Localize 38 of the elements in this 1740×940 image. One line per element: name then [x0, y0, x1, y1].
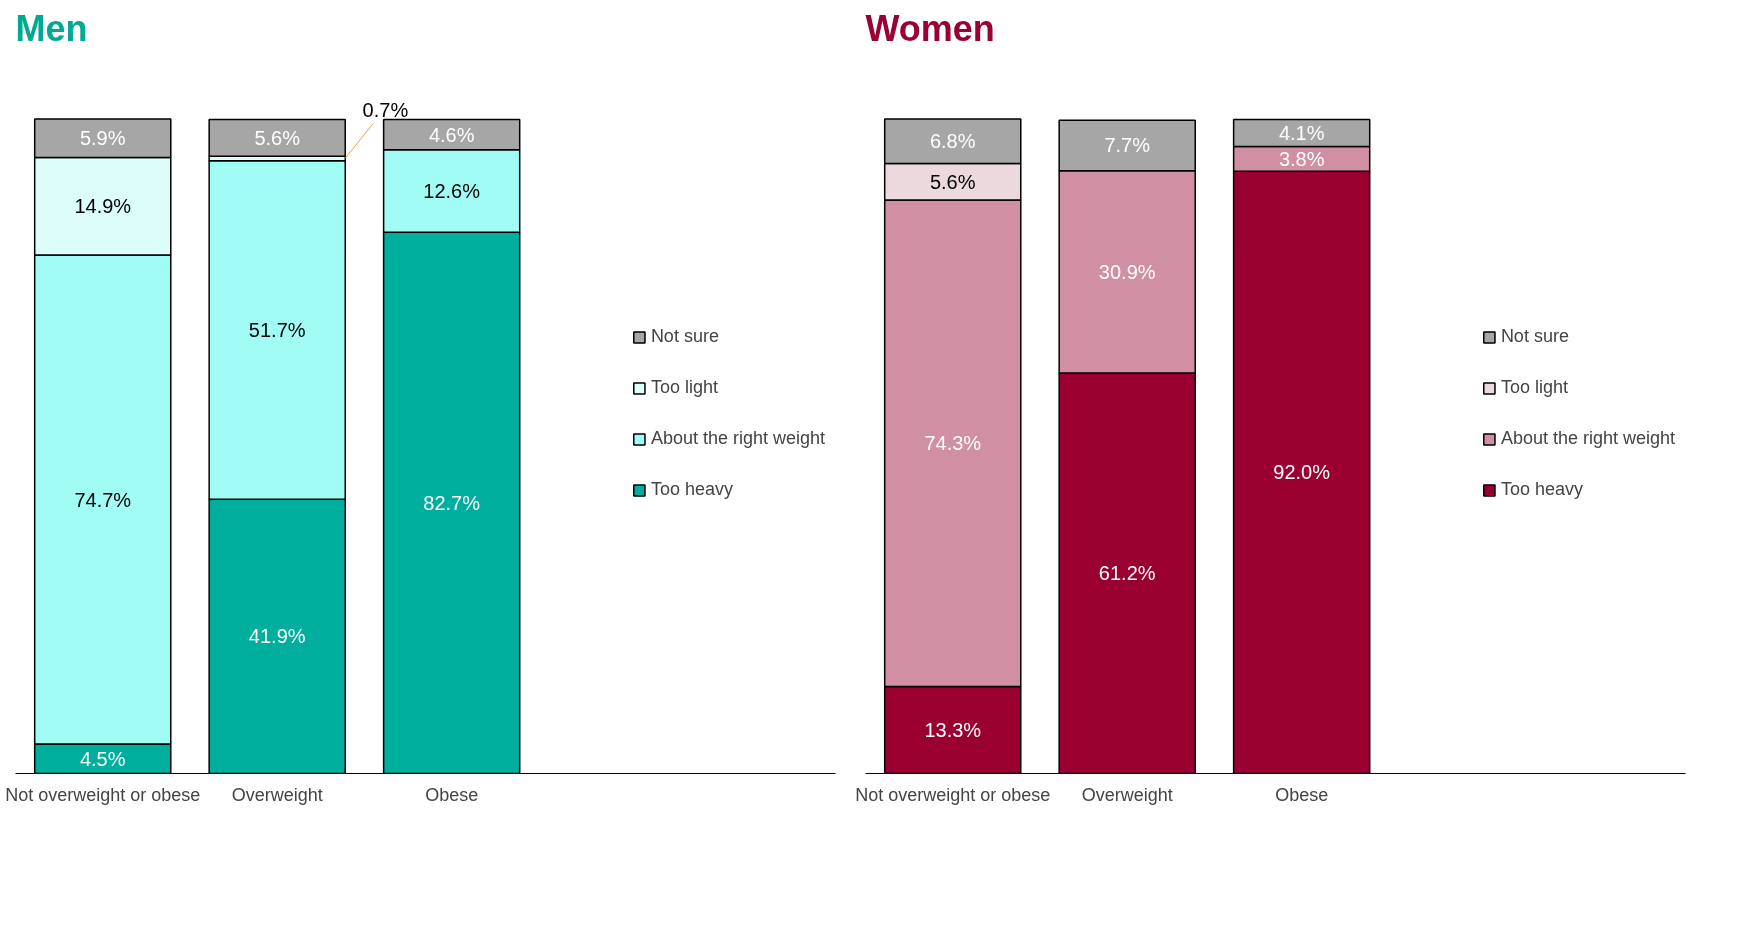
x-tick-label: Overweight — [1081, 784, 1173, 805]
x-tick-label: Obese — [1275, 784, 1329, 805]
legend-label: Not sure — [650, 326, 719, 347]
data-label: 7.7% — [1104, 134, 1151, 157]
data-label: 0.7% — [362, 99, 409, 122]
chart-title: Women — [865, 7, 995, 49]
data-label: 82.7% — [423, 491, 481, 514]
x-tick-label: Overweight — [231, 784, 323, 805]
legend-label: About the right weight — [1500, 428, 1675, 449]
data-label: 5.6% — [929, 170, 976, 193]
data-label: 5.6% — [254, 126, 301, 149]
data-label: 5.9% — [79, 127, 126, 150]
data-label: 4.6% — [428, 123, 475, 146]
legend-label: About the right weight — [650, 428, 825, 449]
data-label: 74.7% — [74, 488, 132, 511]
data-label: 12.6% — [423, 179, 481, 202]
data-label: 74.3% — [924, 432, 982, 455]
data-label: 4.5% — [79, 747, 126, 770]
data-label: 13.3% — [924, 718, 982, 741]
bar — [208, 118, 346, 158]
data-label: 92.0% — [1273, 461, 1331, 484]
legend-label: Too light — [650, 377, 718, 398]
data-label: 41.9% — [248, 625, 306, 648]
data-label: 51.7% — [248, 319, 306, 342]
legend-label: Too heavy — [1500, 479, 1583, 500]
legend-label: Not sure — [1500, 326, 1569, 347]
data-label: 3.8% — [1278, 147, 1325, 170]
data-label: 6.8% — [929, 130, 976, 153]
x-tick-label: Not overweight or obese — [5, 784, 201, 805]
data-label: 14.9% — [74, 195, 132, 218]
data-label: 30.9% — [1098, 260, 1156, 283]
x-tick-label: Not overweight or obese — [855, 784, 1051, 805]
data-label: 61.2% — [1098, 562, 1156, 585]
legend-label: Too light — [1500, 377, 1568, 398]
chart-title: Men — [15, 7, 88, 49]
legend-label: Too heavy — [650, 479, 733, 500]
data-label: 4.1% — [1278, 122, 1325, 145]
x-tick-label: Obese — [425, 784, 479, 805]
